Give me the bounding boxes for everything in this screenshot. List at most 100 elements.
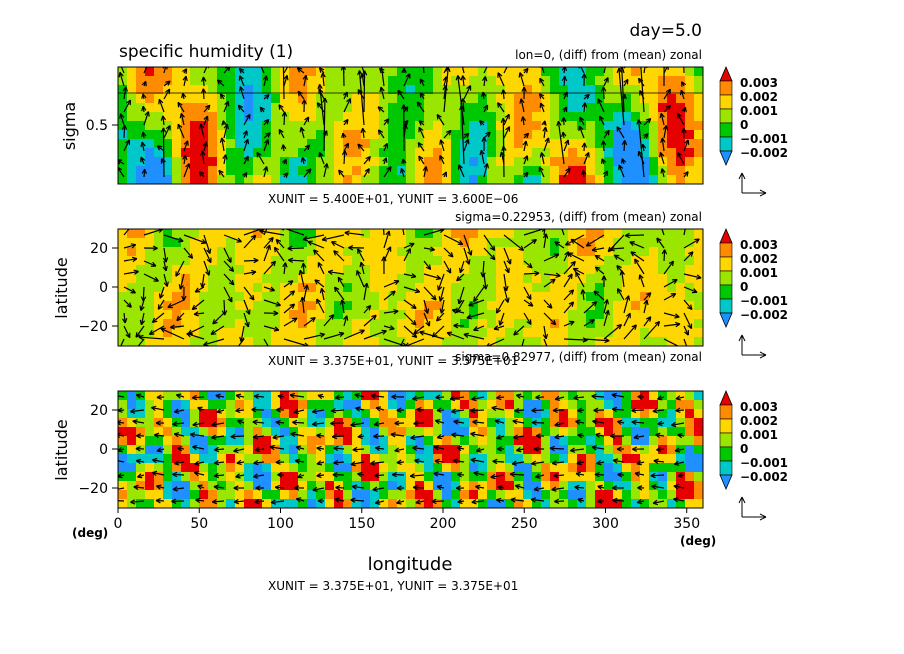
heatmap-cell — [208, 94, 218, 104]
heatmap-cell — [685, 391, 695, 401]
heatmap-cell — [172, 247, 182, 257]
x-tick-label: 150 — [348, 516, 375, 532]
heatmap-cell — [226, 175, 236, 184]
heatmap-cell — [496, 499, 506, 508]
heatmap-cell — [388, 121, 398, 131]
wind-vector — [657, 395, 665, 401]
heatmap-cell — [595, 139, 605, 149]
colorbar-segment — [719, 108, 733, 124]
wind-vector — [216, 79, 225, 87]
heatmap-cell — [334, 445, 344, 455]
wind-vector — [673, 484, 685, 490]
x-axis-label: longitude — [368, 554, 453, 575]
heatmap-cell — [280, 94, 290, 104]
heatmap-cell — [478, 391, 488, 401]
heatmap-cell — [541, 238, 551, 248]
heatmap-cell — [685, 454, 695, 464]
heatmap-cell — [604, 175, 614, 184]
heatmap-cell — [370, 445, 380, 455]
heatmap-cell — [451, 76, 461, 86]
heatmap-cell — [190, 472, 200, 482]
heatmap-cell — [658, 400, 668, 410]
heatmap-cell — [550, 337, 560, 346]
wind-vector — [198, 171, 205, 178]
heatmap-cell — [613, 301, 623, 311]
heatmap-cell — [487, 148, 497, 158]
heatmap-cell — [685, 265, 695, 275]
heatmap-cell — [496, 256, 506, 266]
wind-vector — [139, 312, 146, 326]
wind-vector — [303, 144, 311, 152]
heatmap-cell — [226, 157, 236, 167]
wind-vector — [160, 115, 167, 126]
heatmap-cell — [613, 418, 623, 428]
heatmap-cell — [325, 103, 335, 113]
heatmap-cell — [694, 400, 703, 410]
heatmap-cell — [487, 490, 497, 500]
heatmap-cell — [469, 76, 479, 86]
wind-vector — [330, 407, 345, 414]
wind-vector — [375, 406, 385, 412]
heatmap-cell — [352, 418, 362, 428]
heatmap-cell — [280, 337, 290, 346]
heatmap-cell — [622, 490, 632, 500]
heatmap-cell — [127, 328, 137, 338]
wind-vector — [299, 126, 305, 139]
heatmap-cell — [523, 472, 533, 482]
wind-vector — [581, 169, 587, 178]
heatmap-cell — [649, 157, 659, 167]
heatmap-cell — [352, 454, 362, 464]
heatmap-cell — [271, 94, 281, 104]
heatmap-cell — [226, 445, 236, 455]
wind-vector — [179, 112, 185, 126]
heatmap-cell — [307, 490, 317, 500]
wind-vector — [597, 484, 605, 491]
heatmap-cell — [658, 265, 668, 275]
wind-vector — [373, 421, 385, 427]
heatmap-cell — [478, 499, 488, 508]
heatmap-cell — [613, 229, 623, 239]
heatmap-cell — [568, 157, 578, 167]
heatmap-cell — [415, 445, 425, 455]
wind-vector — [172, 421, 185, 427]
heatmap-cell — [541, 247, 551, 257]
heatmap-cell — [190, 481, 200, 491]
heatmap-cell — [379, 130, 389, 140]
colorbar-level-label: 0.002 — [740, 90, 778, 104]
heatmap-cell — [361, 490, 371, 500]
heatmap-cell — [433, 139, 443, 149]
heatmap-cell — [163, 409, 173, 419]
wind-vector — [359, 261, 365, 275]
heatmap-cell — [127, 175, 137, 184]
heatmap-cell — [469, 328, 479, 338]
heatmap-cell — [136, 409, 146, 419]
wind-vector — [471, 395, 485, 402]
heatmap-cell — [244, 76, 254, 86]
heatmap-cell — [307, 265, 317, 275]
heatmap-cell — [343, 445, 353, 455]
heatmap-cell — [388, 85, 398, 95]
heatmap-cell — [631, 103, 641, 113]
heatmap-cell — [118, 247, 128, 257]
heatmap-cell — [685, 148, 695, 158]
heatmap-cell — [568, 76, 578, 86]
heatmap-cell — [136, 481, 146, 491]
heatmap-cell — [523, 238, 533, 248]
heatmap-cell — [514, 274, 524, 284]
heatmap-cell — [541, 337, 551, 346]
colorbar-min-triangle — [719, 150, 733, 167]
heatmap-cell — [181, 337, 191, 346]
wind-vector — [433, 445, 445, 451]
heatmap-cell — [118, 391, 128, 401]
heatmap-cell — [316, 409, 326, 419]
wind-vector — [282, 262, 288, 275]
heatmap-cell — [253, 463, 263, 473]
heatmap-cell — [451, 238, 461, 248]
heatmap-cell — [442, 256, 452, 266]
heatmap-cell — [127, 166, 137, 176]
heatmap-cell — [424, 166, 434, 176]
heatmap-cell — [271, 238, 281, 248]
heatmap-cell — [154, 463, 164, 473]
heatmap-cell — [343, 409, 353, 419]
wind-vector — [579, 116, 585, 126]
